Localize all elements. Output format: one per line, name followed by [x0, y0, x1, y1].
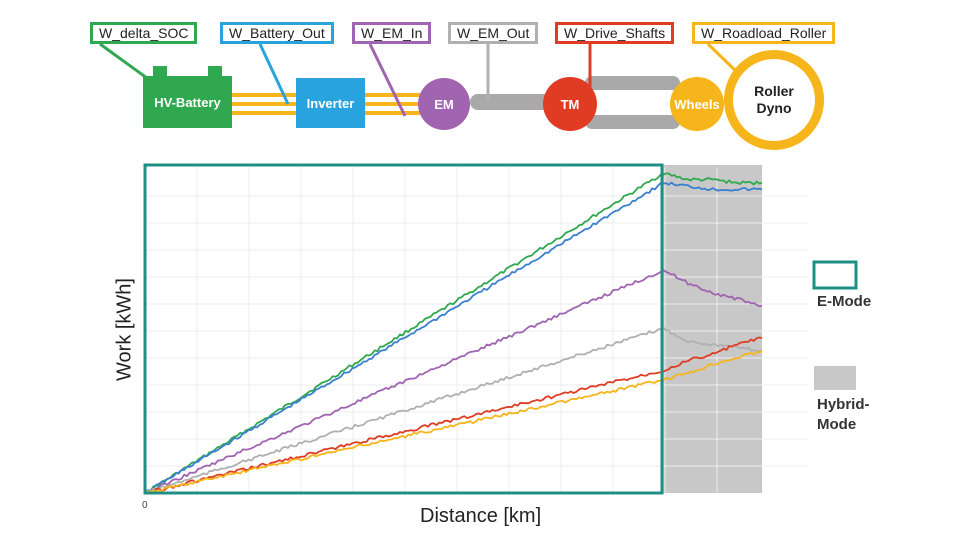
legend-hybrid-line2: Mode: [817, 416, 857, 433]
em-shaft: [470, 94, 555, 110]
legend-e-mode-swatch: [812, 260, 858, 290]
connector-battery-out: [258, 43, 290, 105]
transmission: TM: [543, 77, 597, 131]
upper-drive-shaft: [585, 76, 680, 90]
roller-dyno-line1: Roller: [754, 83, 794, 99]
label-w-em-out: W_EM_Out: [448, 22, 539, 44]
legend-hybrid-line1: Hybrid-: [817, 396, 870, 413]
em-label: EM: [434, 96, 454, 112]
wheels: Wheels: [670, 77, 724, 131]
battery-terminal-left: [153, 66, 167, 78]
x-tick-label-0: 0: [142, 500, 148, 511]
inverter: Inverter: [296, 78, 365, 128]
powertrain-diagram: [99, 42, 742, 129]
hv-battery-label: HV-Battery: [154, 94, 221, 110]
label-w-em-in: W_EM_In: [352, 22, 432, 44]
hv-battery: HV-Battery: [143, 76, 232, 128]
label-w-delta-soc: W_delta_SOC: [90, 22, 198, 44]
legend-hybrid-mode-swatch: [814, 366, 856, 390]
label-w-battery-out: W_Battery_Out: [220, 22, 334, 44]
e-mode-box: [143, 163, 664, 495]
tm-label: TM: [560, 96, 580, 112]
connector-em-in: [368, 43, 407, 117]
inverter-label: Inverter: [306, 95, 355, 111]
label-w-drive-shafts: W_Drive_Shafts: [555, 22, 675, 44]
battery-terminal-right: [208, 66, 222, 78]
label-w-roadload-roller: W_Roadload_Roller: [692, 22, 836, 44]
electric-motor: EM: [418, 78, 470, 130]
y-axis-label: Work [kWh]: [113, 278, 136, 381]
wheels-label: Wheels: [674, 96, 720, 112]
hybrid-mode-region: [662, 165, 762, 493]
legend-e-mode-label: E-Mode: [817, 293, 872, 310]
roller-dyno: Roller Dyno: [724, 50, 824, 150]
roller-dyno-line2: Dyno: [756, 100, 792, 116]
x-axis-label: Distance [km]: [420, 505, 542, 527]
lower-drive-shaft: [585, 115, 680, 129]
legend-hybrid-mode-label: Hybrid- Mode: [817, 395, 870, 435]
power-bus-lines: [230, 93, 420, 115]
